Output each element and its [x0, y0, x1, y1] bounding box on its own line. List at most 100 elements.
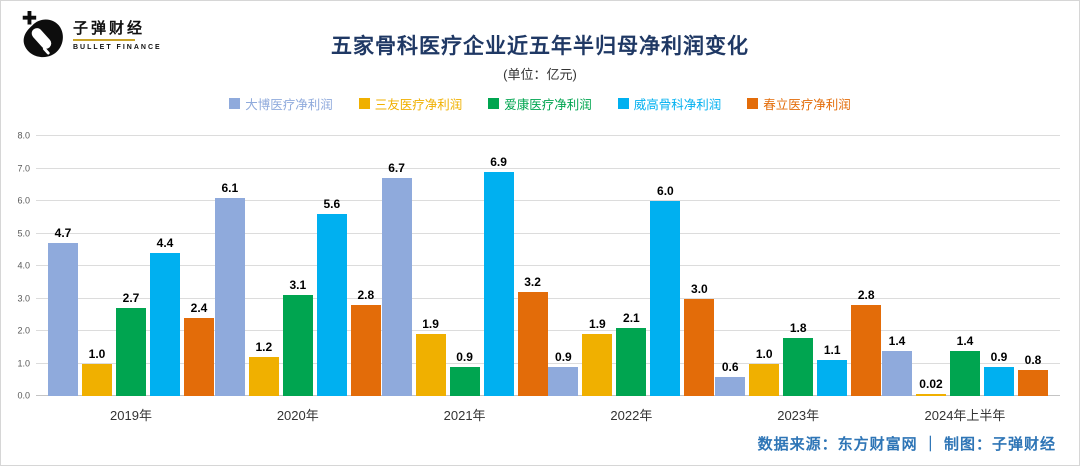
bar-value-label: 6.9	[490, 154, 507, 169]
bar-value-label: 6.0	[657, 184, 674, 198]
bar-威高骨科净利润-2021年: 6.9	[483, 155, 514, 396]
plot-area: 0.0 1.0 2.0 3.0 4.0 5.0 6.0 7.0 8.0 4.7 1.0 2.7 4.4 2…	[17, 131, 1060, 423]
bar-大博医疗净利润-2020年: 6.1	[214, 181, 245, 396]
bar-value-label: 2.1	[623, 310, 640, 325]
bar-春立医疗净利润-2020年: 2.8	[350, 288, 381, 396]
bar-value-label: 0.9	[555, 349, 572, 364]
logo-name: 子弹财经	[73, 20, 146, 37]
x-axis-label-2019年: 2019年	[110, 408, 152, 423]
y-axis-tick-4.0: 4.0	[17, 260, 30, 271]
y-axis-tick-2.0: 2.0	[17, 325, 30, 336]
gridline-2	[36, 330, 1060, 331]
bar-group-2021年: 6.7 1.9 0.9 6.9 3.2 2021年	[381, 136, 548, 423]
bar-三友医疗净利润-2024年上半年: 0.02	[915, 377, 946, 396]
gridline-7	[36, 167, 1060, 169]
logo: 子弹财经 BULLET FINANCE	[16, 10, 162, 62]
bar-三友医疗净利润-2022年: 1.9	[582, 317, 613, 396]
legend-swatch	[747, 98, 759, 109]
legend-swatch	[229, 98, 241, 109]
y-axis-tick-0.0: 0.0	[17, 390, 30, 401]
bar-groups: 4.7 1.0 2.7 4.4 2.4 2019年 6.1 1.2 3.1 5.6 2.8 2020年…	[36, 136, 1060, 423]
y-axis-tick-7.0: 7.0	[17, 163, 30, 173]
gridline-0	[36, 395, 1060, 396]
legend-label: 春立医疗净利润	[763, 98, 851, 112]
bar-group-2022年: 0.9 1.9 2.1 6.0 3.0 2022年	[548, 136, 715, 423]
bar-春立医疗净利润-2021年: 3.2	[517, 275, 548, 396]
legend-item-大博医疗净利润: 大博医疗净利润	[229, 94, 333, 113]
bar-group-2023年: 0.6 1.0 1.8 1.1 2.8 2023年	[715, 136, 882, 423]
bar-value-label: 5.6	[323, 197, 341, 211]
legend-label: 爱康医疗净利润	[504, 98, 592, 112]
bar-value-label: 4.4	[156, 236, 174, 250]
bullet-finance-logo-icon	[22, 11, 63, 58]
bar-三友医疗净利润-2023年: 1.0	[749, 347, 780, 396]
x-axis-label-2022年: 2022年	[610, 408, 653, 423]
bar-value-label: 1.2	[255, 340, 273, 354]
x-axis-label-2023年: 2023年	[777, 408, 820, 423]
legend-swatch	[358, 98, 370, 109]
chart-title: 五家骨科医疗企业近五年半归母净利润变化	[331, 35, 749, 58]
gridline-1	[36, 362, 1060, 364]
bar-value-label: 6.1	[221, 180, 239, 195]
legend-swatch	[488, 98, 500, 109]
bar-威高骨科净利润-2024年上半年: 0.9	[983, 350, 1014, 396]
bar-三友医疗净利润-2019年: 1.0	[82, 347, 112, 396]
bar-value-label: 2.8	[857, 288, 875, 302]
x-axis-label-2024年上半年: 2024年上半年	[924, 408, 1006, 423]
chart-unit-subtitle: (单位：亿元)	[503, 67, 577, 82]
bar-大博医疗净利润-2021年: 6.7	[381, 161, 412, 396]
x-axis-label-2021年: 2021年	[443, 408, 486, 423]
legend-item-威高骨科净利润: 威高骨科净利润	[617, 94, 722, 113]
bar-value-label: 0.02	[919, 377, 943, 391]
bar-value-label: 1.9	[589, 317, 606, 332]
bar-爱康医疗净利润-2019年: 2.7	[116, 291, 146, 396]
bar-爱康医疗净利润-2024年上半年: 1.4	[949, 334, 980, 396]
gridline-8	[36, 135, 1060, 136]
bar-value-label: 0.8	[1024, 353, 1042, 367]
gridline-4	[36, 265, 1060, 266]
legend-label: 大博医疗净利润	[245, 98, 333, 112]
bar-大博医疗净利润-2019年: 4.7	[48, 226, 78, 396]
bar-chart: 0.0 1.0 2.0 3.0 4.0 5.0 6.0 7.0 8.0 4.7 1.0 2.7 4.4 2…	[17, 131, 1060, 423]
bar-value-label: 2.4	[190, 301, 208, 315]
bar-爱康医疗净利润-2021年: 0.9	[449, 350, 480, 396]
gridline-6	[36, 200, 1060, 201]
bar-威高骨科净利润-2019年: 4.4	[150, 236, 180, 396]
bar-value-label: 1.1	[823, 343, 841, 358]
logo-tagline-rule	[73, 39, 135, 41]
bar-春立医疗净利润-2022年: 3.0	[684, 282, 715, 396]
bar-value-label: 1.4	[956, 333, 974, 348]
source-credit: 数据来源：东方财富网 ｜ 制图：子弹财经	[757, 436, 1056, 453]
bar-春立医疗净利润-2019年: 2.4	[184, 301, 214, 396]
y-axis-tick-3.0: 3.0	[17, 293, 30, 303]
bar-value-label: 2.8	[357, 288, 375, 302]
bar-group-2024年上半年: 1.4 0.02 1.4 0.9 0.8 2024年上半年	[881, 136, 1048, 423]
bar-爱康医疗净利润-2023年: 1.8	[783, 321, 814, 396]
bar-大博医疗净利润-2022年: 0.9	[548, 350, 579, 396]
bar-group-2019年: 4.7 1.0 2.7 4.4 2.4 2019年	[48, 136, 214, 423]
bar-value-label: 3.1	[289, 278, 307, 293]
bar-value-label: 1.4	[888, 333, 906, 348]
gridline-5	[36, 232, 1060, 234]
bar-value-label: 0.9	[456, 349, 473, 364]
bar-value-label: 3.2	[524, 275, 541, 289]
legend-swatch	[617, 98, 629, 109]
bar-value-label: 0.6	[721, 359, 739, 374]
bar-春立医疗净利润-2023年: 2.8	[851, 288, 882, 396]
bar-value-label: 1.8	[789, 320, 807, 335]
y-axis-tick-8.0: 8.0	[17, 130, 30, 141]
bar-value-label: 0.9	[990, 349, 1008, 364]
bar-value-label: 3.0	[691, 281, 708, 296]
x-axis-label-2020年: 2020年	[276, 408, 319, 423]
bar-三友医疗净利润-2021年: 1.9	[415, 317, 446, 396]
legend: 大博医疗净利润 三友医疗净利润 爱康医疗净利润 威高骨科净利润 春立医疗净利润	[0, 94, 1080, 113]
bar-group-2020年: 6.1 1.2 3.1 5.6 2.8 2020年	[214, 136, 381, 423]
bar-爱康医疗净利润-2022年: 2.1	[616, 311, 647, 396]
bar-value-label: 2.7	[122, 291, 140, 306]
bar-威高骨科净利润-2020年: 5.6	[316, 197, 347, 396]
bar-威高骨科净利润-2023年: 1.1	[817, 343, 848, 396]
y-axis-tick-1.0: 1.0	[17, 358, 30, 368]
legend-item-春立医疗净利润: 春立医疗净利润	[747, 94, 851, 113]
legend-label: 威高骨科净利润	[633, 98, 722, 112]
